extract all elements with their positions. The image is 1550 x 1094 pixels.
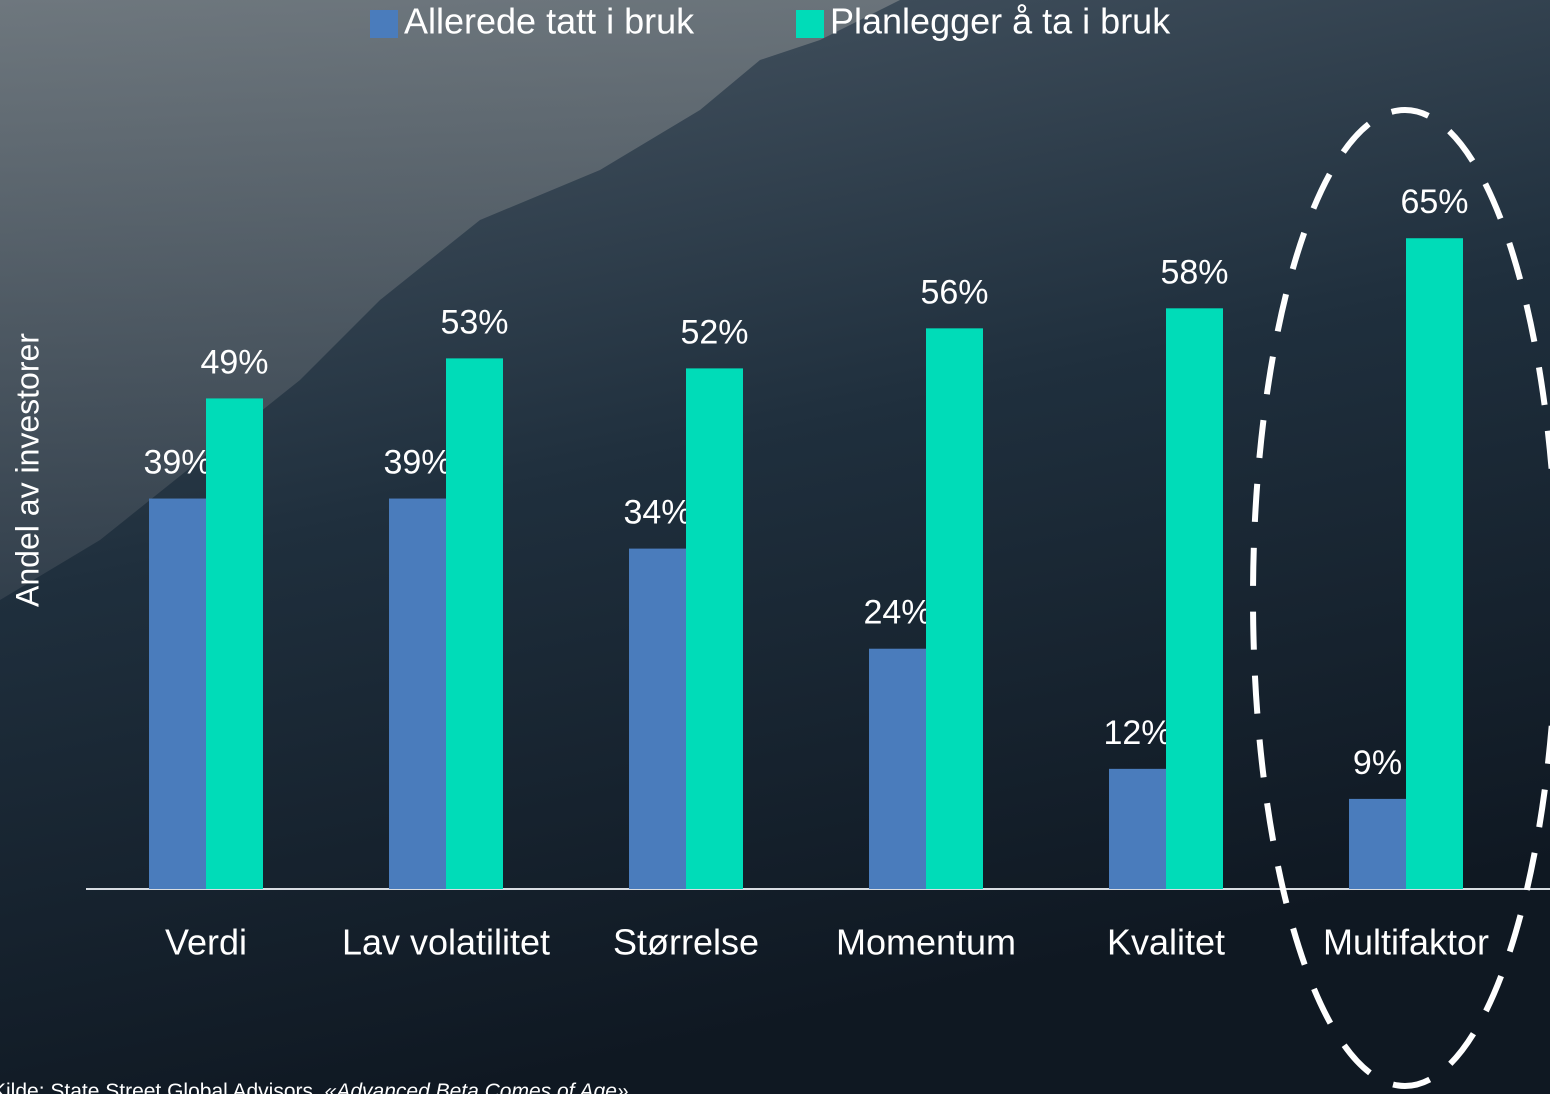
data-label: 49%: [200, 343, 268, 381]
legend-label: Planlegger å ta i bruk: [830, 1, 1171, 42]
x-tick-label: Kvalitet: [1107, 922, 1225, 963]
bar: [149, 499, 206, 889]
data-label: 34%: [623, 494, 691, 532]
bar: [206, 398, 263, 889]
data-label: 58%: [1160, 253, 1228, 291]
bar: [1109, 769, 1166, 889]
bar: [926, 328, 983, 889]
bar: [389, 499, 446, 889]
x-tick-label: Verdi: [165, 922, 247, 963]
legend-swatch: [796, 10, 824, 38]
x-tick-label: Lav volatilitet: [342, 922, 550, 963]
data-label: 65%: [1400, 183, 1468, 221]
legend-label: Allerede tatt i bruk: [404, 1, 695, 42]
data-label: 9%: [1353, 744, 1402, 782]
data-label: 53%: [440, 303, 508, 341]
source-text: Kilde: State Street Global Advisors,: [0, 1080, 325, 1094]
x-tick-label: Multifaktor: [1323, 922, 1489, 963]
x-tick-label: Momentum: [836, 922, 1016, 963]
data-label: 56%: [920, 273, 988, 311]
source-title: «Advanced Beta Comes of Age»: [325, 1080, 629, 1094]
data-label: 12%: [1103, 714, 1171, 752]
legend-swatch: [370, 10, 398, 38]
source: Kilde: State Street Global Advisors, «Ad…: [0, 1080, 629, 1094]
bar: [629, 549, 686, 889]
data-label: 39%: [143, 444, 211, 482]
bar: [869, 649, 926, 889]
data-label: 24%: [863, 594, 931, 632]
bar: [1166, 308, 1223, 889]
y-axis-label: Andel av investorer: [9, 333, 45, 607]
bar: [686, 368, 743, 889]
bar: [446, 358, 503, 889]
data-label: 52%: [680, 313, 748, 351]
chart: Andel av investorer Kilde: State Street …: [0, 0, 1550, 1094]
x-tick-label: Størrelse: [613, 922, 759, 963]
bar: [1349, 799, 1406, 889]
page: {"chart_data": { "type": "bar", "y_label…: [0, 0, 1550, 1094]
data-label: 39%: [383, 444, 451, 482]
bar: [1406, 238, 1463, 889]
